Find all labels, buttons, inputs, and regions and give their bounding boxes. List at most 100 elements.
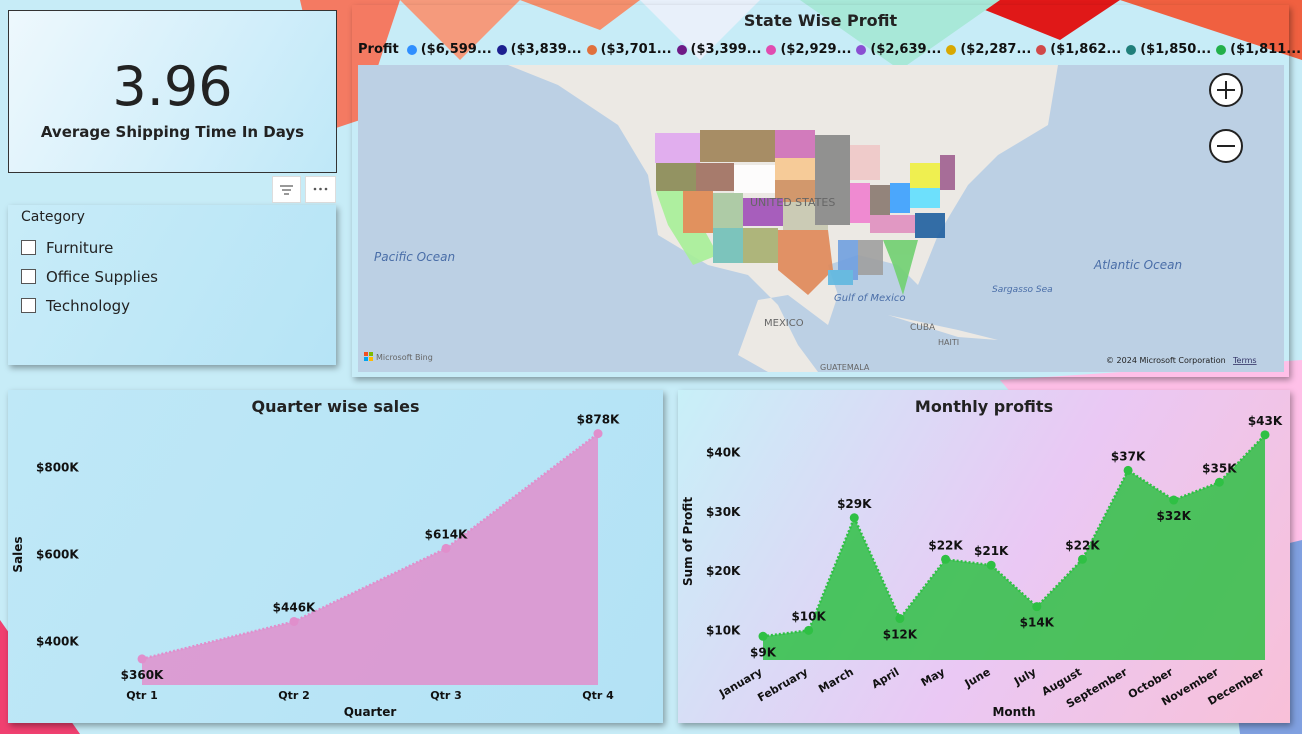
checkbox[interactable] [21,298,36,313]
legend-item[interactable]: ($2,287... [946,42,1031,57]
data-point[interactable] [804,625,814,635]
legend-label: ($1,862... [1050,42,1122,57]
sea-label: Sargasso Sea [992,285,1053,295]
y-tick-label: $40K [706,446,741,460]
data-label: $22K [1065,538,1100,552]
slicer-label: Technology [46,296,131,315]
data-point[interactable] [137,654,147,664]
slicer-label: Furniture [46,238,114,257]
legend-label: ($2,287... [960,42,1032,57]
line [762,433,1266,638]
checkbox[interactable] [21,269,36,284]
more-icon [313,187,328,191]
data-label: $14K [1020,616,1055,630]
slicer-item[interactable]: Technology [21,291,158,320]
chart-title: Quarter wise sales [251,397,419,416]
bing-logo [364,352,373,361]
y-axis-title: Sales [11,536,25,572]
data-label: $35K [1202,461,1237,475]
legend-item[interactable]: ($3,839... [496,42,582,57]
x-tick-label: April [869,665,901,691]
legend-swatch [496,44,507,55]
legend-item[interactable]: ($3,399... [676,42,762,57]
data-point[interactable] [758,631,768,641]
data-point[interactable] [1260,430,1270,440]
data-label: $32K [1157,509,1192,523]
legend-item[interactable]: ($6,599... [406,42,492,57]
data-label: $878K [577,413,620,427]
ocean-label: Pacific Ocean [374,250,455,264]
legend-swatch [406,44,417,55]
checkbox[interactable] [21,240,36,255]
data-point[interactable] [289,616,299,626]
y-tick-label: $20K [706,564,741,578]
zoom-in-button[interactable] [1209,73,1243,107]
legend-swatch [766,44,777,55]
legend-swatch [1036,44,1047,55]
bing-attribution: Microsoft Bing [376,353,433,362]
x-tick-label: March [816,665,856,695]
zoom-out-button[interactable] [1209,129,1243,163]
y-tick-label: $30K [706,505,741,519]
data-point[interactable] [1123,465,1133,475]
slicer-list: Furniture Office Supplies Technology [21,233,158,320]
legend-item[interactable]: ($2,639... [856,42,941,57]
legend-label: ($3,701... [600,42,672,57]
y-tick-label: $400K [36,635,79,649]
slicer-item[interactable]: Furniture [21,233,158,262]
area [763,434,1265,660]
legend-label: ($1,850... [1140,42,1212,57]
data-point[interactable] [1169,495,1179,505]
data-point[interactable] [986,560,996,570]
country-label: UNITED STATES [750,196,835,209]
chart-panel: Quarter wise sales $400K $600K $800K $360K Qt… [8,390,663,723]
legend-item[interactable]: ($1,811... [1216,42,1301,57]
data-point[interactable] [895,614,905,624]
terms-link[interactable]: Terms [1232,356,1257,365]
country-label: HAITI [938,338,959,347]
filter-icon [280,185,293,195]
x-tick-label: June [962,665,993,690]
x-tick-label: Qtr 3 [430,689,462,702]
data-point[interactable] [849,513,859,523]
map-visual: State Wise Profit Profit ($6,599... ($3,8… [352,5,1301,377]
slicer-label: Office Supplies [46,267,159,286]
slicer-item[interactable]: Office Supplies [21,262,158,291]
data-point[interactable] [1077,554,1087,564]
x-tick-label: February [755,665,810,704]
chart-title: Monthly profits [915,397,1053,416]
filter-button[interactable] [272,176,301,203]
slicer-title: Category [21,209,85,225]
legend-label: ($2,929... [780,42,852,57]
legend-item[interactable]: ($1,850... [1126,42,1211,57]
legend-item[interactable]: ($2,929... [766,42,851,57]
legend-item[interactable]: ($1,862... [1036,42,1121,57]
caribbean [888,315,998,340]
legend-label: ($6,599... [420,42,492,57]
y-axis-title: Sum of Profit [681,497,695,586]
data-point[interactable] [593,429,603,439]
data-label: $22K [928,538,963,552]
legend-item[interactable]: ($3,701... [586,42,672,57]
chart-panel: Monthly profits $10K $20K $30K $40K $9K Januar… [678,390,1290,723]
data-point[interactable] [441,543,451,553]
gulf-label: Gulf of Mexico [834,293,905,304]
x-tick-label: Qtr 1 [126,689,158,702]
data-label: $21K [974,544,1009,558]
x-tick-label: May [919,665,947,689]
data-point[interactable] [1032,602,1042,612]
data-point[interactable] [1214,477,1224,487]
kpi-card: 3.96 Average Shipping Time In Days [8,10,337,173]
more-options-button[interactable] [305,176,336,203]
chart: Monthly profits$10K$20K$30K$40K$9KJanuar… [681,397,1283,719]
x-tick-label: Qtr 4 [582,689,614,702]
kpi-label: Average Shipping Time In Days [40,123,305,141]
legend-swatch [856,44,867,55]
data-point[interactable] [941,554,951,564]
y-tick-label: $600K [36,548,79,562]
data-label: $446K [273,600,316,614]
legend-label: ($1,811... [1230,42,1302,57]
data-label: $12K [883,628,918,642]
legend-label: ($3,399... [690,42,762,57]
